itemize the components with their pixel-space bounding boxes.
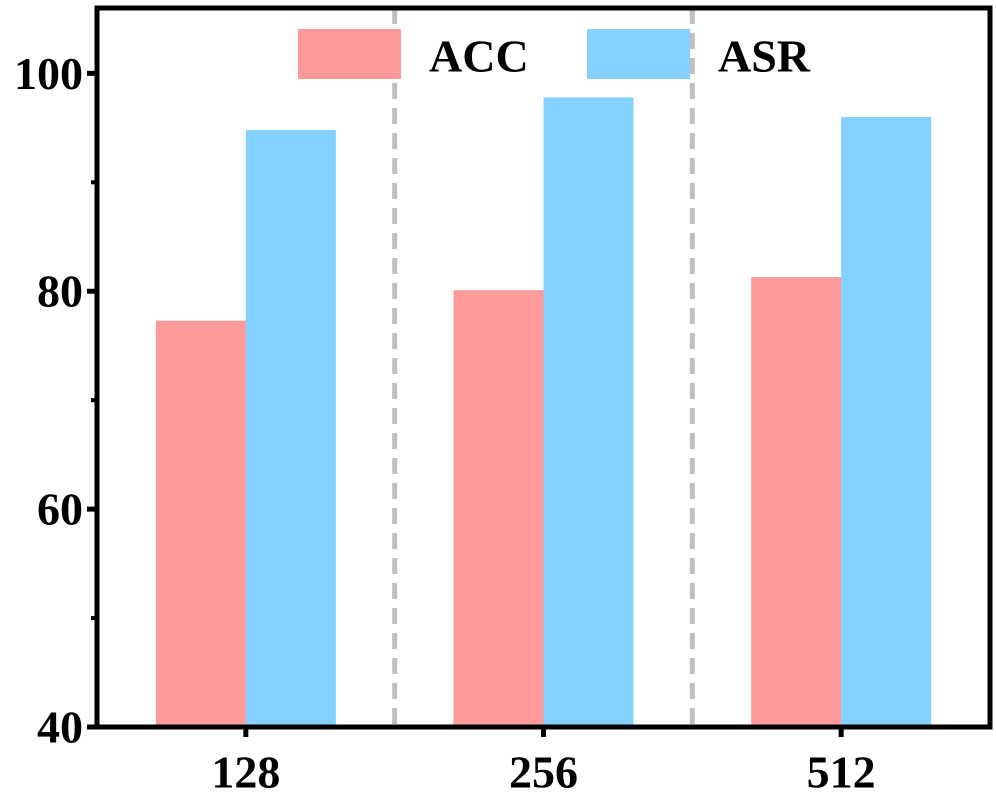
legend-swatch-asr: [587, 29, 690, 79]
axes-layer: 40 60 80 100 128 256 512: [14, 5, 993, 798]
legend-swatch-acc: [298, 29, 401, 79]
y-tick-label: 60: [37, 484, 83, 535]
bar-acc-128: [155, 320, 246, 727]
bar-asr-256: [543, 97, 634, 727]
bar-asr-512: [841, 116, 932, 727]
legend-label-acc: ACC: [429, 31, 529, 82]
category-separators: [392, 8, 695, 727]
legend: ACC ASR: [298, 29, 811, 82]
x-tick-label: 128: [211, 747, 280, 798]
y-tick-label: 80: [37, 266, 83, 317]
x-tick-label: 256: [509, 747, 578, 798]
y-tick-label: 100: [14, 48, 83, 99]
bar-acc-256: [453, 290, 544, 727]
bar-asr-128: [245, 130, 336, 728]
bar-acc-512: [751, 277, 842, 727]
bars-layer: [155, 97, 932, 728]
x-tick-label: 512: [807, 747, 876, 798]
y-tick-label: 40: [37, 702, 83, 753]
legend-label-asr: ASR: [718, 31, 811, 82]
